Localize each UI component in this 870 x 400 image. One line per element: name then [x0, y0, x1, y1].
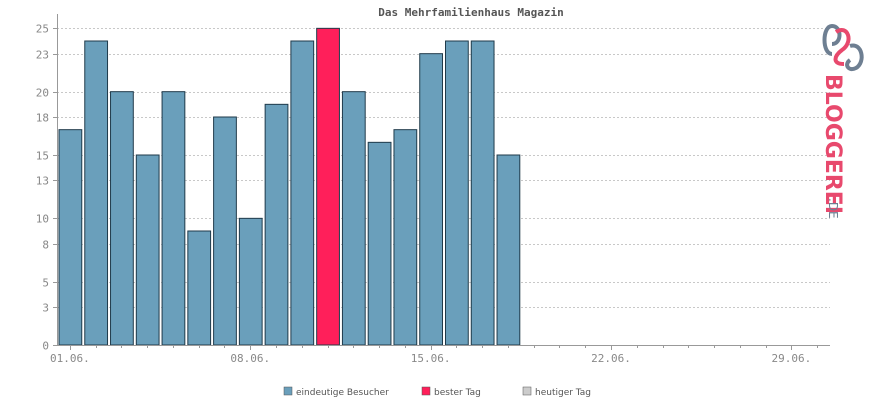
- y-tick-label: 3: [42, 302, 49, 315]
- legend-label: heutiger Tag: [535, 388, 591, 398]
- bar-layer: [58, 27, 521, 346]
- bar: [290, 40, 315, 346]
- legend-label: eindeutige Besucher: [296, 388, 389, 398]
- axes: [57, 14, 830, 346]
- bar: [419, 53, 444, 346]
- x-tick-label: 08.06.: [230, 352, 270, 365]
- y-tick-label: 20: [36, 87, 49, 100]
- y-tick-label: 15: [36, 150, 49, 163]
- bar: [58, 129, 83, 346]
- bar: [135, 154, 160, 346]
- bar: [341, 91, 366, 346]
- legend-label: bester Tag: [434, 388, 481, 398]
- logo-suffix: .DE: [826, 198, 840, 219]
- bar-best-day: [316, 27, 340, 346]
- bar: [367, 141, 392, 346]
- bar: [445, 40, 469, 346]
- y-tick-label: 10: [36, 213, 49, 226]
- legend-swatch: [522, 386, 532, 396]
- bar: [470, 40, 495, 346]
- y-tick-label: 8: [42, 239, 49, 252]
- legend-swatch: [421, 386, 431, 396]
- y-tick-label: 13: [36, 175, 49, 188]
- y-tick-label: 18: [36, 112, 49, 125]
- bar: [187, 230, 212, 346]
- y-tick-label: 0: [42, 340, 49, 353]
- grid-layer: [57, 28, 830, 308]
- bar: [393, 129, 418, 346]
- x-tick-label: 01.06.: [50, 352, 90, 365]
- x-axis-ticks: 01.06. 08.06. 15.06. 22.06. 29.06.: [50, 345, 818, 365]
- x-tick-label: 22.06.: [591, 352, 631, 365]
- y-tick-label: 25: [36, 23, 49, 36]
- chart-title: Das Mehrfamilienhaus Magazin: [378, 6, 563, 19]
- x-tick-label: 15.06.: [411, 352, 451, 365]
- x-tick-label: 29.06.: [771, 352, 811, 365]
- legend: eindeutige Besucher bester Tag heutiger Ta…: [283, 386, 591, 398]
- bar: [84, 40, 109, 346]
- bar: [213, 116, 237, 346]
- bar: [161, 91, 186, 346]
- bloggerei-logo: BLOGGEREI .DE: [820, 23, 864, 219]
- bar: [264, 103, 289, 346]
- y-axis-ticks: 0 3 5 8 10 13 15 18 20 23 25: [36, 23, 57, 353]
- bar: [496, 154, 521, 346]
- logo-icon: [822, 23, 864, 71]
- y-tick-label: 5: [42, 277, 49, 290]
- y-tick-label: 23: [36, 49, 49, 62]
- bar: [238, 217, 263, 346]
- legend-swatch: [283, 386, 293, 396]
- logo-text: BLOGGEREI: [820, 74, 845, 214]
- bar: [110, 91, 134, 346]
